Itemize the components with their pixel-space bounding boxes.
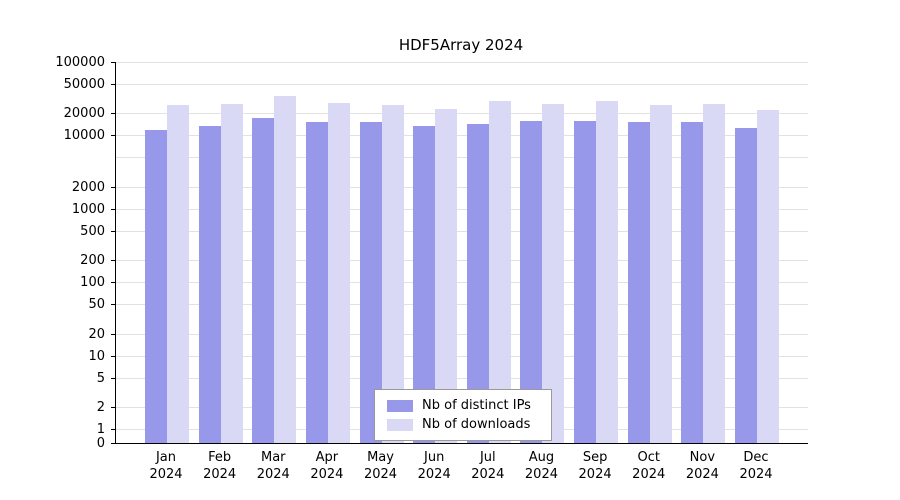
y-tick-label: 100000: [55, 55, 105, 70]
bar-downloads-apr: [327, 102, 350, 443]
gridline: [116, 260, 808, 262]
y-tick-mark: [111, 406, 115, 408]
legend: Nb of distinct IPs Nb of downloads: [374, 389, 552, 441]
x-tick-label-sep: Sep 2024: [578, 450, 612, 482]
gridline: [116, 157, 808, 159]
bar-distinct-ips-aug: [520, 121, 543, 443]
bar-downloads-dec: [757, 110, 779, 443]
bar-distinct-ips-mar: [252, 117, 275, 443]
bar-downloads-mar: [274, 96, 297, 443]
gridline: [116, 135, 808, 137]
y-tick-label: 1000: [71, 201, 105, 217]
y-tick-label: 2000: [71, 179, 105, 195]
legend-swatch-downloads-icon: [387, 418, 413, 431]
bar-distinct-ips-jul: [466, 123, 489, 443]
bar-distinct-ips-oct: [627, 122, 650, 443]
x-tick-label-mar: Mar 2024: [256, 450, 290, 482]
gridline: [116, 230, 808, 232]
y-tick-label: 100: [80, 275, 105, 291]
y-tick-label: 1: [96, 422, 105, 437]
gridline: [116, 208, 808, 210]
x-tick-label-dec: Dec 2024: [739, 450, 773, 482]
bar-distinct-ips-may: [359, 122, 382, 443]
gridline: [116, 355, 808, 357]
y-tick-label: 50000: [63, 77, 105, 93]
y-tick-mark: [111, 377, 115, 379]
y-axis-labels: 100000 50000 20000 10000 2000 1000 500 200 100 50…: [0, 55, 105, 451]
bar-downloads-jul: [488, 101, 511, 443]
y-tick-mark: [111, 84, 115, 86]
y-tick-mark: [111, 186, 115, 188]
bar-downloads-feb: [220, 103, 243, 443]
y-tick-label: 20000: [63, 106, 105, 122]
x-tick-label-oct: Oct 2024: [632, 450, 666, 482]
bar-downloads-jun: [435, 108, 458, 443]
gridline: [116, 304, 808, 306]
y-tick-label: 0: [96, 436, 105, 451]
bar-downloads-may: [381, 104, 404, 443]
bar-downloads-aug: [542, 103, 565, 443]
legend-swatch-ips-icon: [387, 399, 413, 412]
y-tick-mark: [111, 304, 115, 306]
y-tick-label: 10000: [63, 128, 105, 144]
x-tick-label-nov: Nov 2024: [685, 450, 719, 482]
bar-distinct-ips-apr: [305, 122, 328, 443]
x-tick-label-may: May 2024: [363, 450, 398, 482]
bar-distinct-ips-jan: [145, 129, 167, 443]
bar-distinct-ips-nov: [681, 122, 704, 443]
y-tick-mark: [111, 429, 115, 430]
plot-area: Nb of distinct IPs Nb of downloads: [111, 62, 808, 444]
legend-label-downloads: Nb of downloads: [422, 417, 531, 432]
y-tick-mark: [111, 282, 115, 284]
y-tick-mark: [111, 230, 115, 232]
gridline: [116, 377, 808, 379]
x-tick-label-apr: Apr 2024: [310, 450, 344, 482]
y-tick-label: 5: [96, 370, 105, 386]
x-tick-label-aug: Aug 2024: [524, 450, 558, 482]
y-tick-label: 200: [80, 253, 105, 269]
bar-distinct-ips-sep: [574, 121, 597, 443]
gridline: [116, 62, 808, 63]
y-tick-label: 20: [88, 326, 105, 342]
y-tick-mark: [111, 260, 115, 262]
y-tick-label: 500: [80, 223, 105, 239]
y-tick-label: 2: [96, 399, 105, 415]
y-tick-mark: [111, 355, 115, 357]
bar-downloads-oct: [649, 104, 672, 443]
legend-label-distinct-ips: Nb of distinct IPs: [422, 398, 531, 413]
bar-downloads-jan: [167, 104, 189, 443]
bar-distinct-ips-feb: [198, 125, 221, 443]
y-tick-mark: [111, 443, 115, 444]
bar-distinct-ips-dec: [735, 128, 757, 443]
gridline: [116, 113, 808, 115]
y-tick-mark: [111, 113, 115, 115]
gridline: [116, 84, 808, 86]
bar-downloads-nov: [703, 103, 726, 443]
chart-title: HDF5Array 2024: [398, 36, 524, 54]
y-tick-mark: [111, 208, 115, 210]
gridline: [116, 186, 808, 188]
legend-entry-downloads: Nb of downloads: [387, 415, 541, 434]
gridline: [116, 282, 808, 284]
y-tick-mark: [111, 135, 115, 137]
x-axis-labels: Jan 2024 Feb 2024 Mar 2024 Apr 2024 May 2024 Jun 20…: [115, 449, 807, 489]
y-tick-mark: [111, 333, 115, 335]
x-tick-label-feb: Feb 2024: [203, 450, 237, 482]
bar-distinct-ips-jun: [413, 125, 436, 443]
gridline: [116, 333, 808, 335]
x-tick-label-jun: Jun 2024: [417, 450, 451, 482]
x-tick-label-jul: Jul 2024: [471, 450, 505, 482]
legend-entry-distinct-ips: Nb of distinct IPs: [387, 396, 541, 415]
y-tick-label: 10: [88, 348, 105, 364]
bar-downloads-sep: [596, 101, 619, 443]
y-tick-label: 50: [88, 297, 105, 313]
x-tick-label-jan: Jan 2024: [149, 450, 183, 482]
y-tick-mark: [111, 62, 115, 63]
